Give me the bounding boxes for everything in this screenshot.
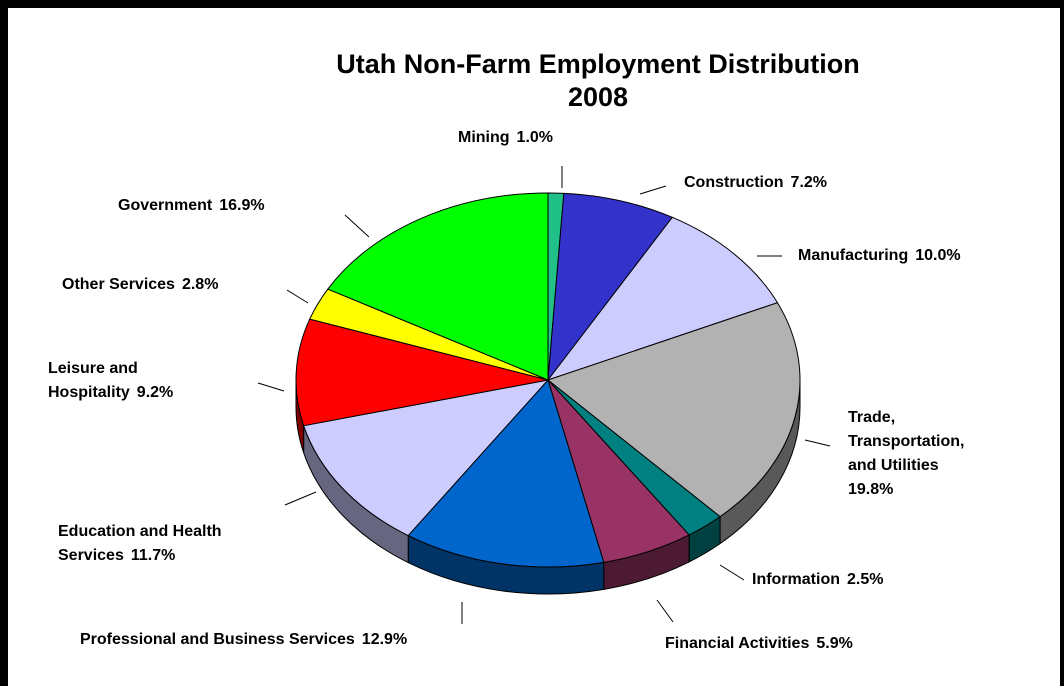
category-label: Professional and Business Services: [80, 631, 355, 648]
leader-line: [344, 214, 370, 238]
slice: [327, 192, 549, 381]
slice-label: Professional and Business Services 12.9%: [80, 628, 407, 652]
value-label: 16.9%: [219, 197, 265, 214]
slice-label: Manufacturing 10.0%: [798, 244, 961, 268]
value-label: 7.2%: [790, 174, 828, 191]
value-label: 5.9%: [816, 635, 853, 652]
slice: [295, 318, 549, 427]
slice: [407, 379, 605, 568]
category-label: Financial Activities: [665, 635, 810, 652]
category-label: Leisure and Hospitality: [48, 360, 138, 401]
leader-line: [286, 289, 309, 304]
slice-label: Leisure and Hospitality 9.2%: [48, 357, 173, 405]
leader-line: [639, 185, 667, 195]
category-label: Other Services: [62, 276, 175, 293]
chart: [257, 166, 831, 624]
category-label: Government: [118, 197, 213, 214]
value-label: 12.9%: [361, 631, 408, 648]
category-label: Information: [752, 571, 840, 588]
pie: [295, 192, 801, 595]
chart-frame: Utah Non-Farm Employment Distribution 20…: [8, 8, 1060, 686]
category-label: Education and Health Services: [58, 523, 222, 564]
pie-tops: [295, 192, 801, 568]
value-label: 2.5%: [847, 571, 884, 588]
slice-label: Financial Activities 5.9%: [665, 632, 853, 656]
slice: [546, 302, 801, 518]
value-label: 10.0%: [915, 247, 961, 264]
slice-label: Other Services 2.8%: [62, 273, 218, 297]
slice-label: Education and Health Services 11.7%: [58, 520, 222, 568]
slice: [302, 379, 550, 537]
slice: [546, 216, 779, 381]
leaders: [257, 166, 831, 624]
leader-line: [284, 491, 317, 506]
category-label: Manufacturing: [798, 247, 909, 264]
slice-label: Trade, Transportation, and Utilities 19.8…: [848, 406, 964, 502]
value-label: 9.2%: [136, 384, 174, 401]
slice-label: Information 2.5%: [752, 568, 883, 592]
slice-label: Construction 7.2%: [684, 171, 827, 195]
category-label: Trade, Transportation, and Utilities: [848, 409, 965, 474]
category-label: Construction: [684, 174, 784, 191]
leader-line: [656, 599, 674, 623]
value-label: 11.7%: [130, 547, 176, 564]
leader-line: [719, 564, 745, 581]
value-label: 2.8%: [181, 276, 219, 293]
value-label: 19.8%: [848, 481, 894, 498]
slice-label: Mining 1.0%: [458, 126, 553, 150]
slice: [547, 192, 674, 382]
category-label: Mining: [458, 129, 510, 146]
leader-line: [804, 439, 831, 447]
value-label: 1.0%: [516, 129, 554, 146]
chart-title: Utah Non-Farm Employment Distribution 20…: [336, 49, 860, 112]
leader-line: [257, 382, 285, 392]
slice-label: Government 16.9%: [118, 194, 265, 218]
